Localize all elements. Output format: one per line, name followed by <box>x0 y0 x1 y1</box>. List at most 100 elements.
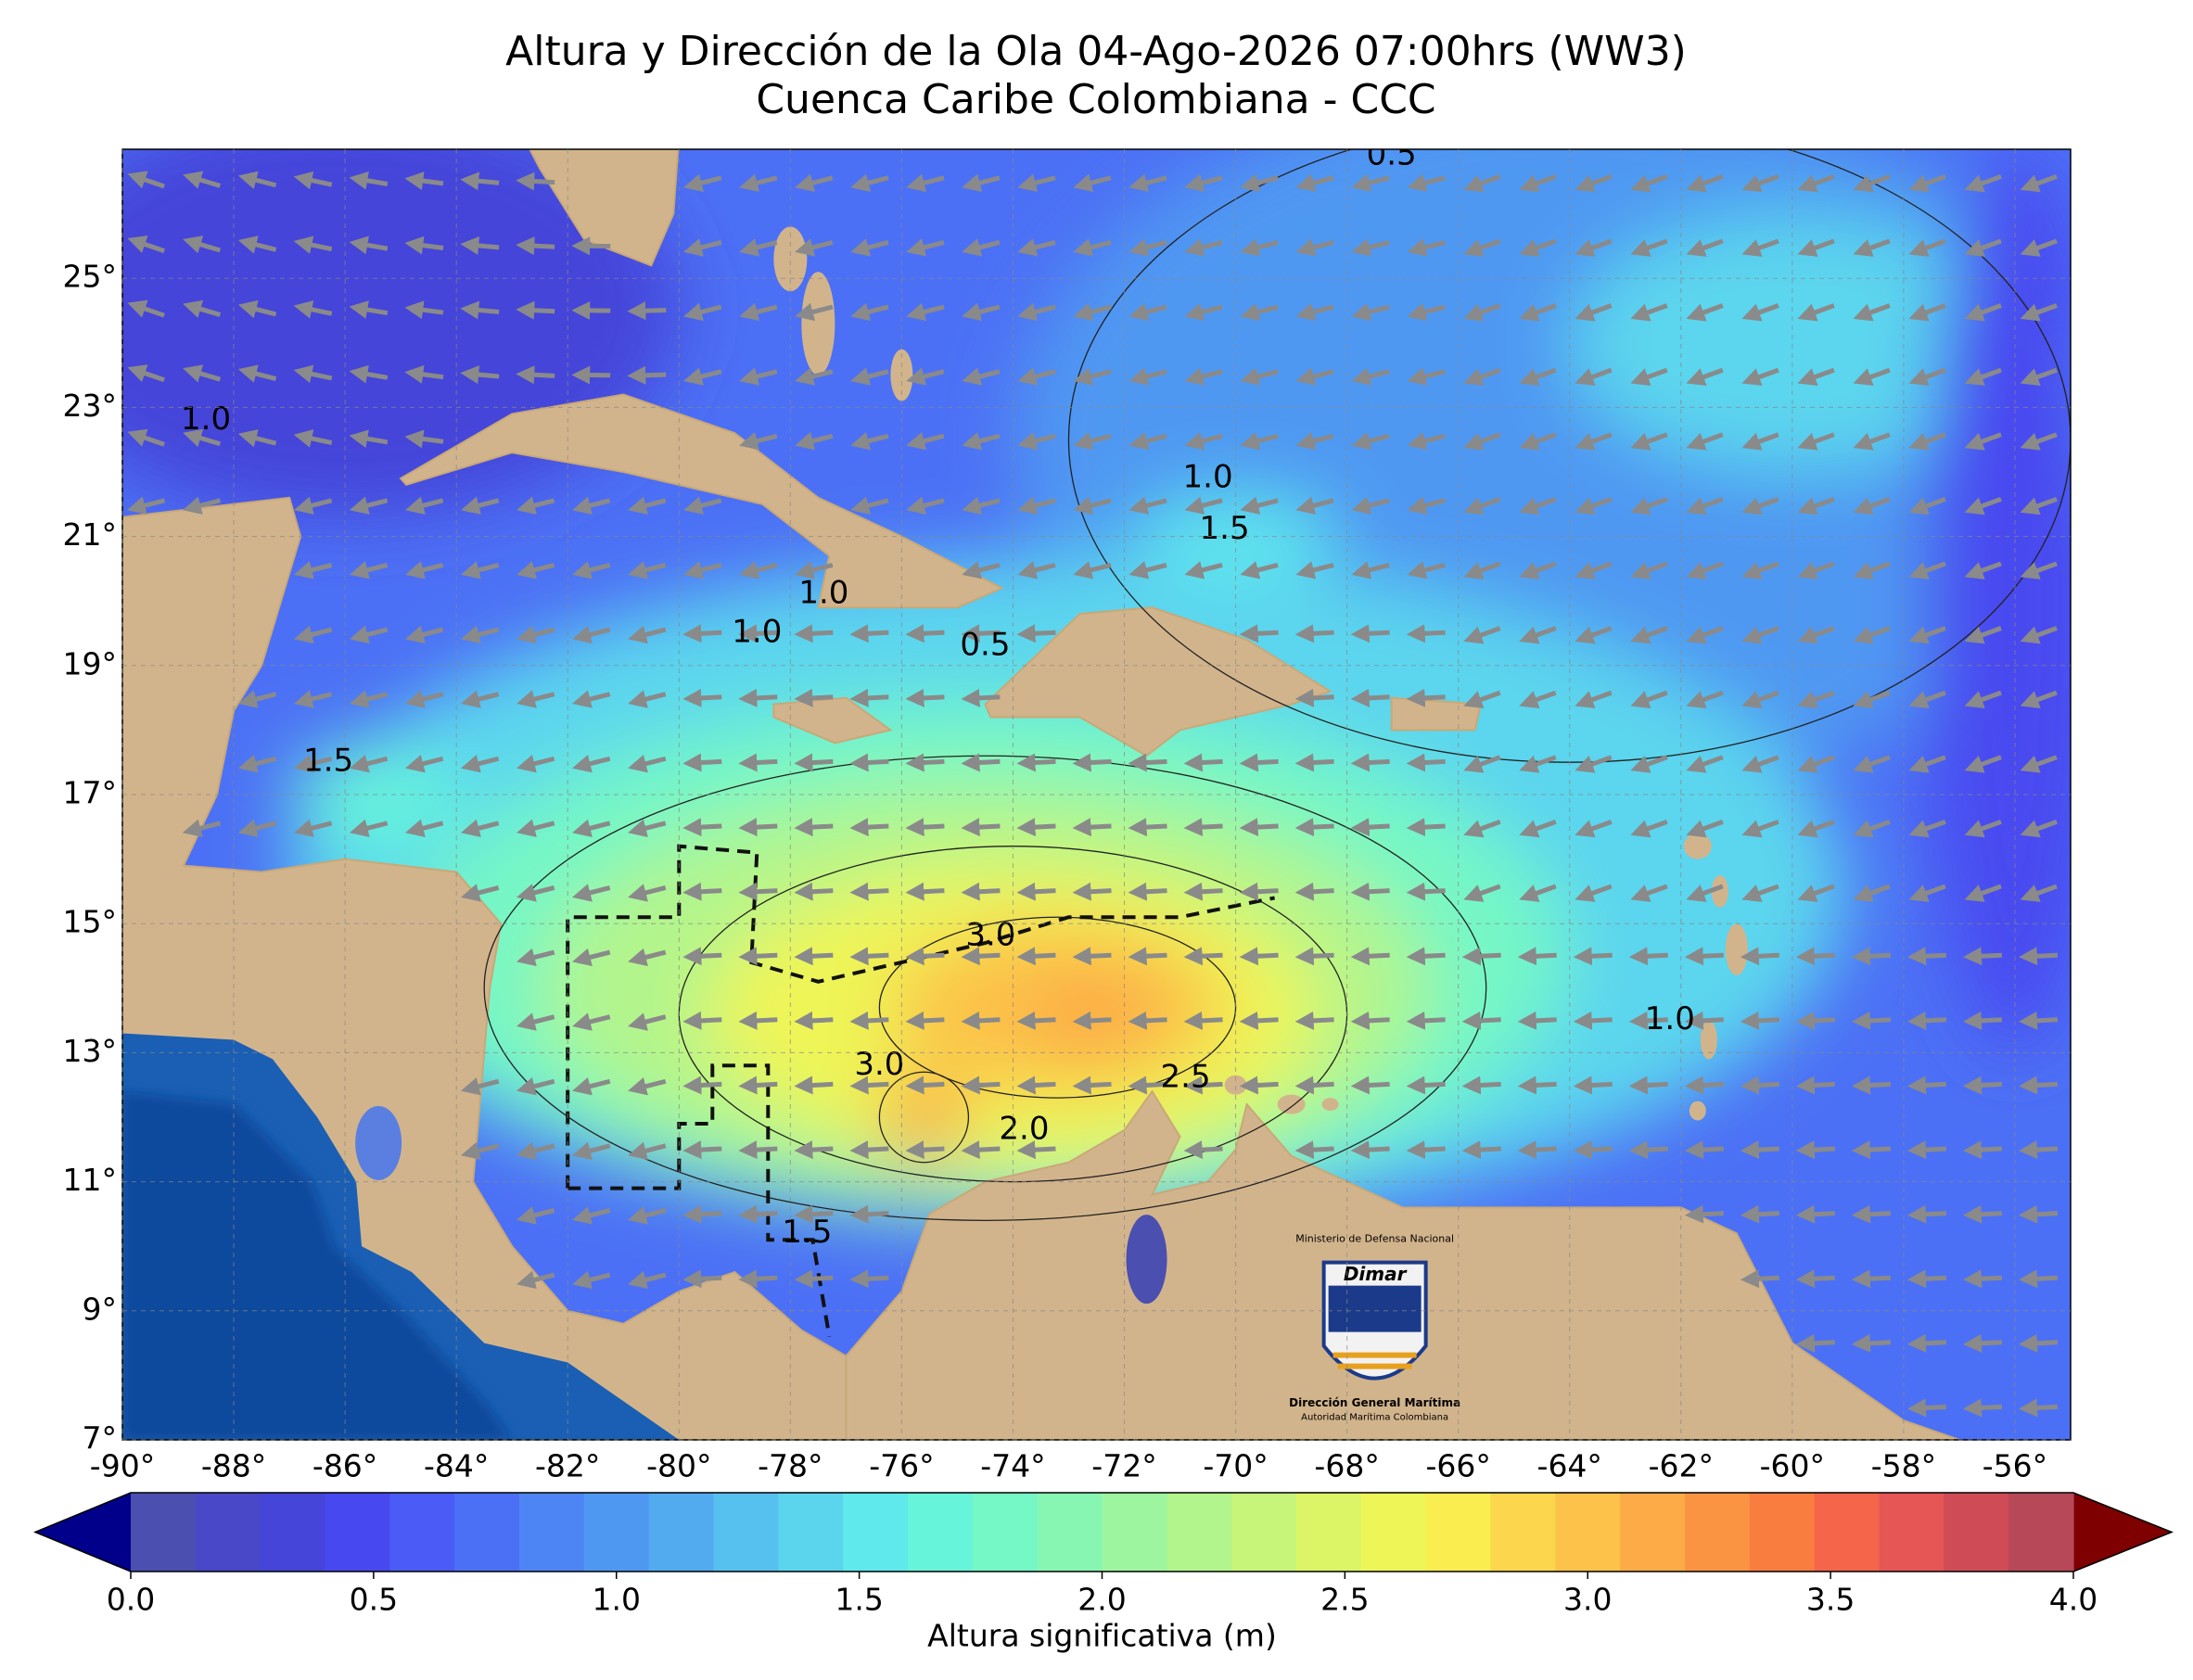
wave-arrow <box>1628 1075 1668 1095</box>
wave-arrow <box>404 561 444 579</box>
wave-arrow <box>1686 432 1724 451</box>
wave-arrow <box>460 365 500 385</box>
wave-arrow <box>1575 173 1613 193</box>
wave-arrow <box>739 431 778 451</box>
wave-arrow <box>683 496 722 515</box>
logo-band <box>1328 1285 1422 1332</box>
wave-arrow <box>1072 1011 1112 1030</box>
wave-arrow <box>1906 1075 1947 1095</box>
wave-arrow <box>1350 753 1390 772</box>
colorbar-tick-label: 1.5 <box>835 1582 883 1618</box>
wave-arrow <box>1239 1075 1279 1095</box>
wave-arrow <box>2020 238 2058 257</box>
wave-arrow <box>404 235 444 255</box>
wave-arrow <box>1851 947 1892 966</box>
wave-arrow <box>1351 173 1390 192</box>
wave-arrow <box>1906 1333 1947 1353</box>
wave-arrow <box>1797 626 1835 644</box>
wave-arrow <box>905 1140 945 1160</box>
contour-label: 1.0 <box>732 614 782 651</box>
wave-arrow <box>738 1075 778 1095</box>
colorbar-swatch <box>1231 1493 1297 1572</box>
wave-arrow <box>849 688 889 707</box>
colorbar-tick-label: 0.0 <box>107 1582 155 1618</box>
wave-arrow <box>682 947 722 966</box>
lat-tick-label: 9° <box>83 1291 118 1327</box>
wave-arrow <box>349 754 389 773</box>
wave-arrow <box>1575 884 1613 902</box>
wave-arrow <box>460 1141 500 1160</box>
wave-arrow <box>794 1011 834 1030</box>
wave-arrow <box>682 1204 722 1224</box>
wave-arrow <box>1407 238 1446 257</box>
wave-arrow <box>1463 561 1501 579</box>
wave-arrow <box>1964 303 2002 322</box>
wave-arrow <box>1908 884 1946 902</box>
wave-arrow <box>628 819 667 837</box>
wave-arrow <box>1406 1140 1446 1160</box>
wave-arrow <box>739 561 778 579</box>
wave-arrow <box>1741 690 1779 709</box>
wave-arrow <box>1128 947 1167 966</box>
wave-arrow <box>1240 561 1279 579</box>
wave-arrow <box>349 235 389 255</box>
wave-arrow <box>1519 755 1557 773</box>
wave-arrow <box>2020 819 2058 838</box>
wave-arrow <box>404 429 444 449</box>
wave-arrow <box>1630 173 1668 193</box>
lon-tick-label: -84° <box>424 1448 489 1484</box>
wave-arrow <box>1350 688 1390 707</box>
lat-tick-label: 7° <box>83 1420 118 1457</box>
wave-arrow <box>1797 690 1835 709</box>
wave-arrow <box>1630 496 1668 515</box>
wave-arrow <box>516 1270 555 1290</box>
wave-arrow <box>237 690 277 708</box>
wave-arrow <box>738 818 778 837</box>
colorbar-swatch <box>1749 1493 1816 1572</box>
wave-arrow <box>1517 1011 1557 1030</box>
colorbar-under <box>35 1493 131 1572</box>
wave-arrow <box>1686 238 1724 257</box>
wave-arrow <box>2020 496 2058 515</box>
wave-arrow <box>1350 624 1390 643</box>
island <box>1277 1094 1306 1114</box>
wave-arrow <box>2019 1398 2059 1418</box>
wave-arrow <box>1017 302 1056 322</box>
wave-arrow <box>1964 173 2002 193</box>
wave-arrow <box>1630 432 1668 451</box>
wave-arrow <box>1183 753 1223 772</box>
wave-arrow <box>293 561 333 579</box>
colorbar-swatch <box>843 1493 909 1572</box>
wave-arrow <box>849 624 889 643</box>
wave-arrow <box>1906 1269 1947 1289</box>
wave-arrow <box>1628 1011 1668 1030</box>
wave-arrow <box>1684 1204 1724 1224</box>
wave-arrow <box>1461 947 1501 966</box>
wave-arrow <box>1853 690 1891 709</box>
wave-arrow <box>905 753 945 772</box>
wave-arrow <box>628 496 667 515</box>
wave-arrow <box>1073 238 1112 257</box>
wave-arrow <box>404 496 444 515</box>
lon-tick-label: -90° <box>90 1448 155 1484</box>
wave-arrow <box>1073 302 1112 322</box>
colorbar-swatch <box>1296 1493 1362 1572</box>
wave-arrow <box>1128 238 1167 257</box>
wave-arrow <box>682 1140 722 1160</box>
lon-tick-label: -74° <box>980 1448 1045 1484</box>
wave-arrow <box>1183 1075 1223 1095</box>
wave-arrow <box>1406 947 1446 966</box>
wave-arrow <box>1072 1075 1112 1095</box>
wave-arrow <box>961 688 1001 707</box>
contour-label: 1.5 <box>303 743 353 780</box>
wave-arrow <box>1797 884 1835 902</box>
wave-arrow <box>1797 561 1835 579</box>
wave-arrow <box>1906 1398 1947 1418</box>
lon-tick-label: -68° <box>1314 1448 1379 1484</box>
wave-arrow <box>516 365 555 385</box>
wave-blob <box>879 1072 969 1163</box>
wave-arrow <box>1184 173 1223 192</box>
wave-arrow <box>1072 818 1112 837</box>
colorbar-swatch <box>389 1493 455 1572</box>
contour-label: 1.0 <box>1183 458 1233 495</box>
